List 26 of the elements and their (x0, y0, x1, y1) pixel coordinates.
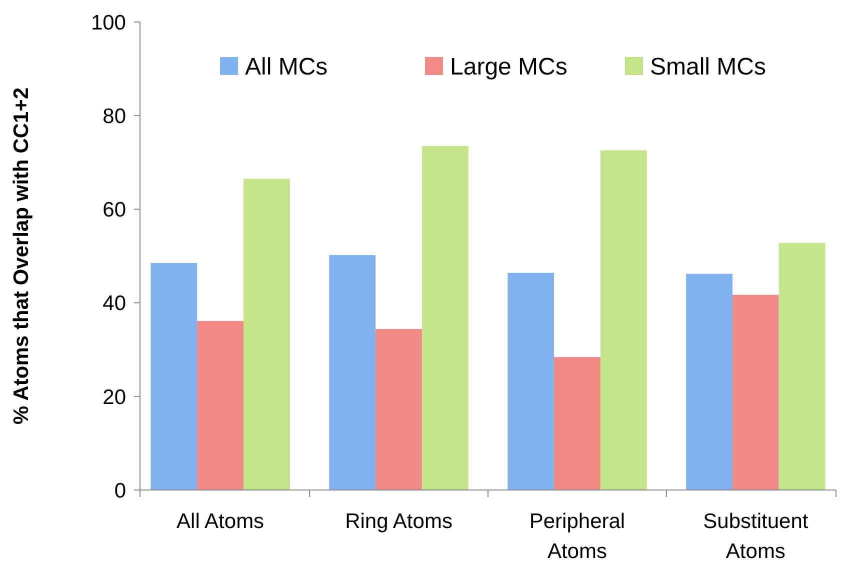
y-tick-label: 40 (102, 292, 126, 316)
bar (329, 255, 376, 490)
bar (422, 146, 468, 490)
x-tick-label: Substituent Atoms (703, 510, 808, 563)
y-tick-label: 80 (102, 104, 126, 128)
bar (732, 294, 779, 490)
y-axis-title: % Atoms that Overlap with CC1+2 (10, 87, 33, 425)
bar (508, 272, 554, 490)
legend-label: Small MCs (650, 53, 766, 80)
legend-label: All MCs (245, 53, 328, 80)
bar (197, 321, 244, 490)
y-tick-label: 0 (114, 479, 126, 502)
bar (686, 274, 732, 490)
x-tick-label: All Atoms (176, 510, 264, 533)
x-tick-label: Peripheral Atoms (529, 510, 626, 563)
bar (376, 329, 422, 490)
bar (244, 178, 290, 490)
y-tick-label: 20 (102, 386, 126, 409)
bar (600, 150, 647, 490)
bar (150, 263, 198, 490)
y-tick-label: 60 (102, 198, 126, 222)
bar (778, 242, 826, 490)
bar (554, 357, 600, 490)
y-tick-label: 100 (90, 11, 126, 34)
legend-label: Large MCs (450, 53, 568, 80)
x-tick-label: Ring Atoms (345, 510, 452, 533)
